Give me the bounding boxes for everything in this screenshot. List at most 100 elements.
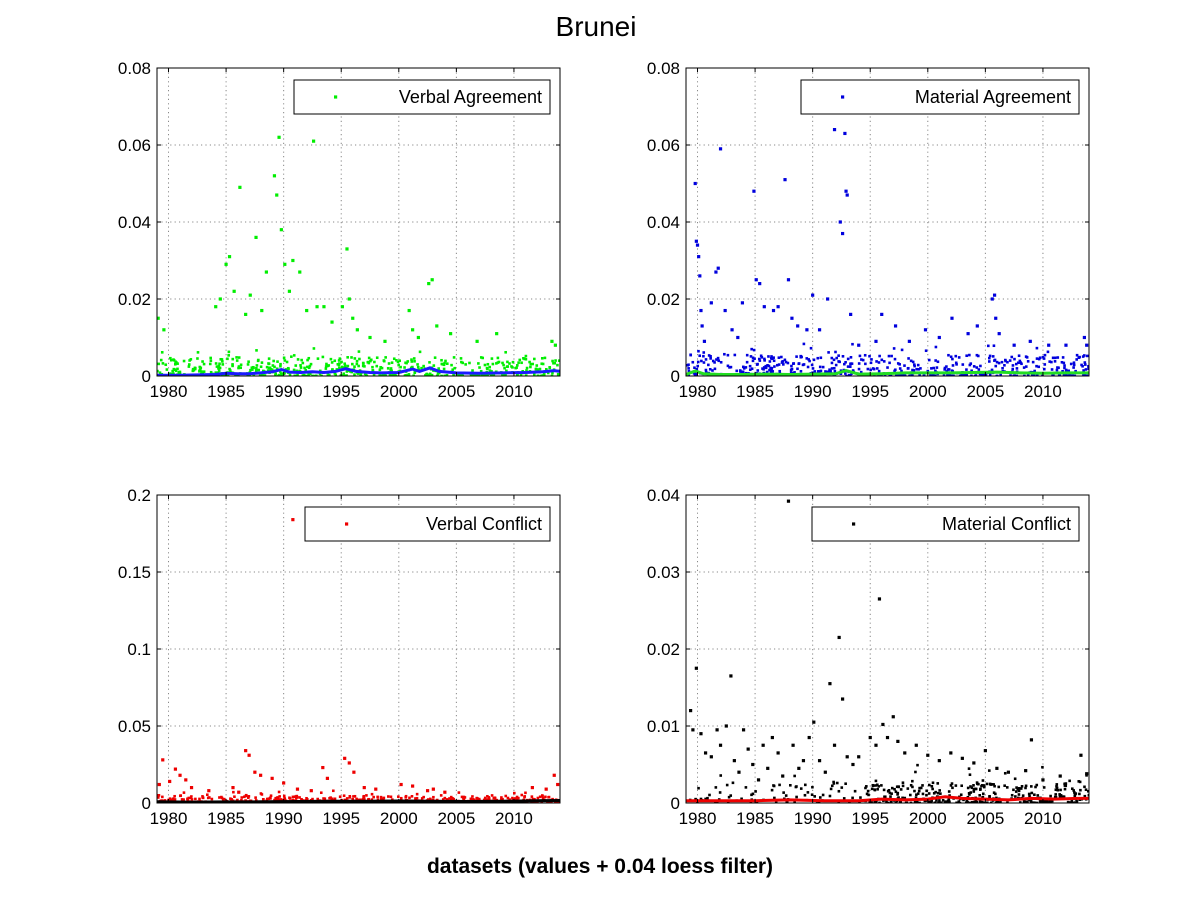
data-point: [432, 364, 436, 367]
data-point: [449, 798, 453, 802]
data-point: [700, 324, 704, 328]
data-point: [761, 743, 765, 747]
data-point: [1003, 771, 1007, 775]
data-point: [827, 351, 830, 354]
data-point: [876, 787, 879, 791]
data-point: [796, 324, 800, 328]
data-point: [309, 789, 313, 793]
data-point: [433, 356, 437, 359]
data-point: [224, 262, 228, 266]
data-point: [199, 366, 203, 370]
data-point: [781, 360, 785, 363]
data-point: [316, 357, 320, 360]
data-point: [500, 796, 503, 799]
data-point: [903, 751, 907, 755]
data-point: [936, 782, 940, 785]
data-point: [947, 797, 951, 801]
data-point: [1055, 783, 1059, 786]
data-point: [859, 796, 862, 799]
data-point: [695, 367, 699, 371]
data-point: [506, 360, 509, 364]
data-point: [851, 762, 855, 767]
data-point: [812, 358, 816, 362]
data-point: [803, 783, 807, 787]
data-point: [523, 795, 527, 798]
data-point: [239, 366, 243, 370]
data-point: [892, 347, 896, 350]
data-point: [830, 784, 834, 788]
data-point: [995, 796, 998, 800]
data-point: [932, 366, 936, 370]
data-point: [1012, 788, 1015, 792]
data-point: [999, 800, 1002, 803]
data-point: [316, 797, 320, 801]
data-point: [742, 367, 746, 370]
data-point: [482, 798, 486, 802]
data-point: [1014, 795, 1017, 798]
data-point: [363, 365, 366, 368]
data-point: [536, 801, 539, 803]
data-point: [990, 368, 994, 372]
data-point: [880, 312, 884, 316]
data-point: [1083, 785, 1086, 789]
data-point: [1078, 355, 1081, 359]
data-point: [1026, 373, 1030, 376]
data-point: [989, 783, 993, 786]
data-point: [515, 795, 519, 799]
data-point: [845, 374, 848, 376]
data-point: [885, 799, 888, 803]
data-point: [828, 794, 832, 798]
data-point: [1064, 343, 1068, 347]
data-point: [766, 363, 769, 367]
data-point: [1054, 788, 1058, 792]
data-point: [538, 367, 542, 371]
data-point: [845, 755, 849, 759]
data-point: [1028, 339, 1032, 343]
data-point: [969, 791, 973, 794]
data-point: [888, 361, 891, 365]
data-point: [877, 785, 880, 788]
data-point: [698, 354, 702, 358]
data-point: [922, 374, 926, 376]
data-point: [266, 369, 270, 372]
data-point: [899, 800, 902, 803]
data-point: [805, 357, 809, 360]
data-point: [813, 370, 817, 373]
data-point: [893, 787, 896, 791]
data-point: [557, 359, 560, 362]
data-point: [445, 362, 449, 365]
data-point: [278, 795, 281, 798]
data-point: [436, 374, 439, 376]
data-point: [768, 368, 771, 372]
data-point: [711, 359, 715, 363]
data-point: [935, 798, 938, 802]
data-point: [799, 369, 803, 373]
data-point: [538, 795, 542, 799]
data-point: [947, 374, 950, 376]
data-point: [524, 791, 527, 795]
data-point: [719, 360, 723, 364]
data-point: [542, 373, 546, 376]
data-point: [380, 797, 383, 801]
data-point: [890, 792, 893, 795]
data-point: [231, 363, 234, 366]
data-point: [832, 782, 836, 785]
data-point: [1082, 335, 1086, 340]
data-point: [772, 356, 775, 359]
data-point: [719, 774, 723, 777]
data-point: [1083, 373, 1086, 376]
data-point: [480, 374, 484, 376]
data-point: [950, 782, 954, 785]
data-point: [479, 369, 483, 373]
data-point: [428, 797, 432, 801]
data-point: [267, 797, 271, 800]
data-point: [350, 356, 353, 359]
data-point: [967, 767, 971, 770]
data-point: [883, 374, 887, 376]
data-point: [952, 374, 955, 376]
data-point: [771, 370, 775, 373]
data-point: [358, 357, 361, 361]
x-tick-label: 1985: [207, 382, 245, 401]
data-point: [1086, 789, 1089, 793]
y-tick-label: 0.05: [118, 717, 151, 736]
